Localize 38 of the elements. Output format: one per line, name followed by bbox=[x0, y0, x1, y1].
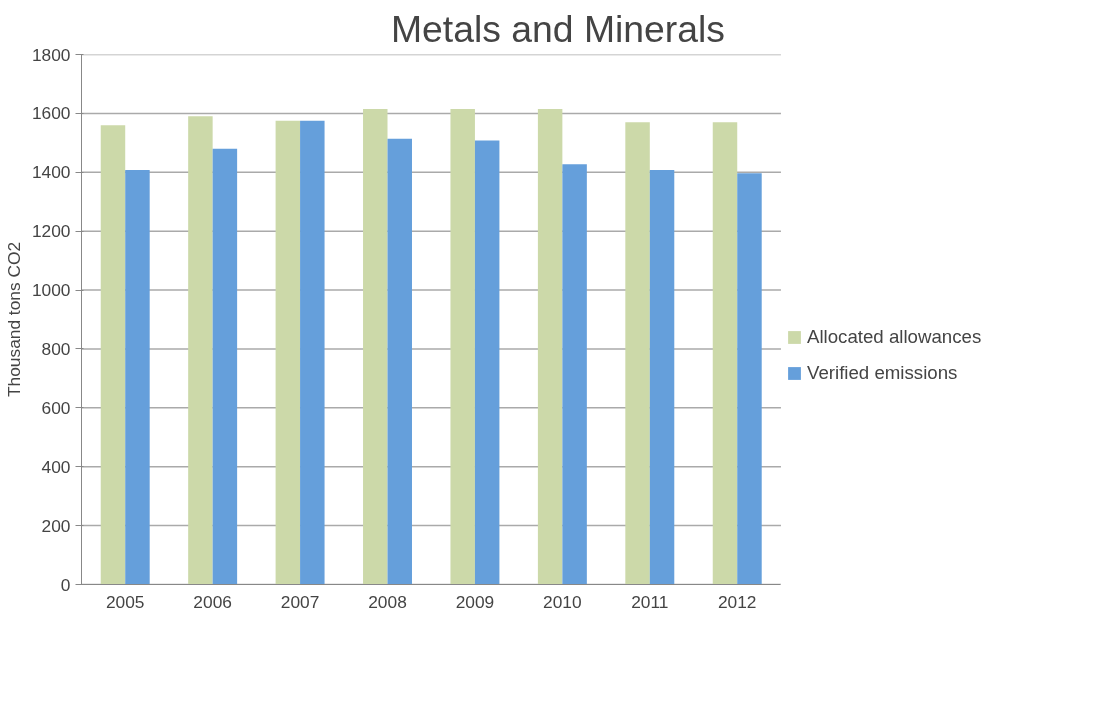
x-tick-label: 2006 bbox=[193, 591, 232, 612]
bar bbox=[387, 138, 412, 585]
x-tick-label: 2007 bbox=[280, 591, 320, 612]
legend-label: Allocated allowances bbox=[807, 326, 982, 348]
x-tick-label: 2009 bbox=[455, 591, 495, 612]
x-tick-label: 2005 bbox=[105, 591, 145, 612]
bar bbox=[474, 140, 500, 585]
y-tick-label: 1000 bbox=[31, 280, 71, 301]
y-tick-label: 800 bbox=[41, 338, 71, 359]
bar bbox=[649, 169, 675, 585]
bar bbox=[562, 164, 587, 585]
y-tick-label: 1600 bbox=[31, 103, 71, 124]
x-tick-label: 2011 bbox=[631, 591, 669, 612]
y-tick-label: 400 bbox=[41, 456, 71, 477]
bar bbox=[212, 148, 238, 585]
y-tick-label: 200 bbox=[41, 515, 71, 536]
x-tick-label: 2008 bbox=[368, 591, 407, 612]
y-axis-title: Thousand tons CO2 bbox=[3, 241, 24, 398]
bar bbox=[625, 122, 650, 585]
x-tick-label: 2012 bbox=[717, 591, 757, 612]
y-tick-label: 1400 bbox=[31, 162, 71, 183]
bar bbox=[100, 125, 126, 585]
y-tick-label: 1200 bbox=[31, 221, 71, 242]
bar bbox=[363, 108, 388, 585]
bar bbox=[275, 120, 301, 585]
bar bbox=[537, 108, 563, 585]
legend-label: Verified emissions bbox=[807, 362, 958, 384]
bar bbox=[712, 122, 738, 585]
x-tick-label: 2010 bbox=[543, 591, 582, 612]
bar bbox=[125, 169, 150, 585]
chart-title: Metals and Minerals bbox=[390, 7, 726, 50]
bar bbox=[737, 173, 762, 585]
bar bbox=[188, 116, 213, 585]
bar bbox=[450, 108, 475, 585]
bar bbox=[300, 120, 325, 585]
y-tick-label: 1800 bbox=[31, 44, 71, 65]
y-tick-label: 0 bbox=[60, 574, 71, 595]
y-tick-label: 600 bbox=[41, 397, 71, 418]
